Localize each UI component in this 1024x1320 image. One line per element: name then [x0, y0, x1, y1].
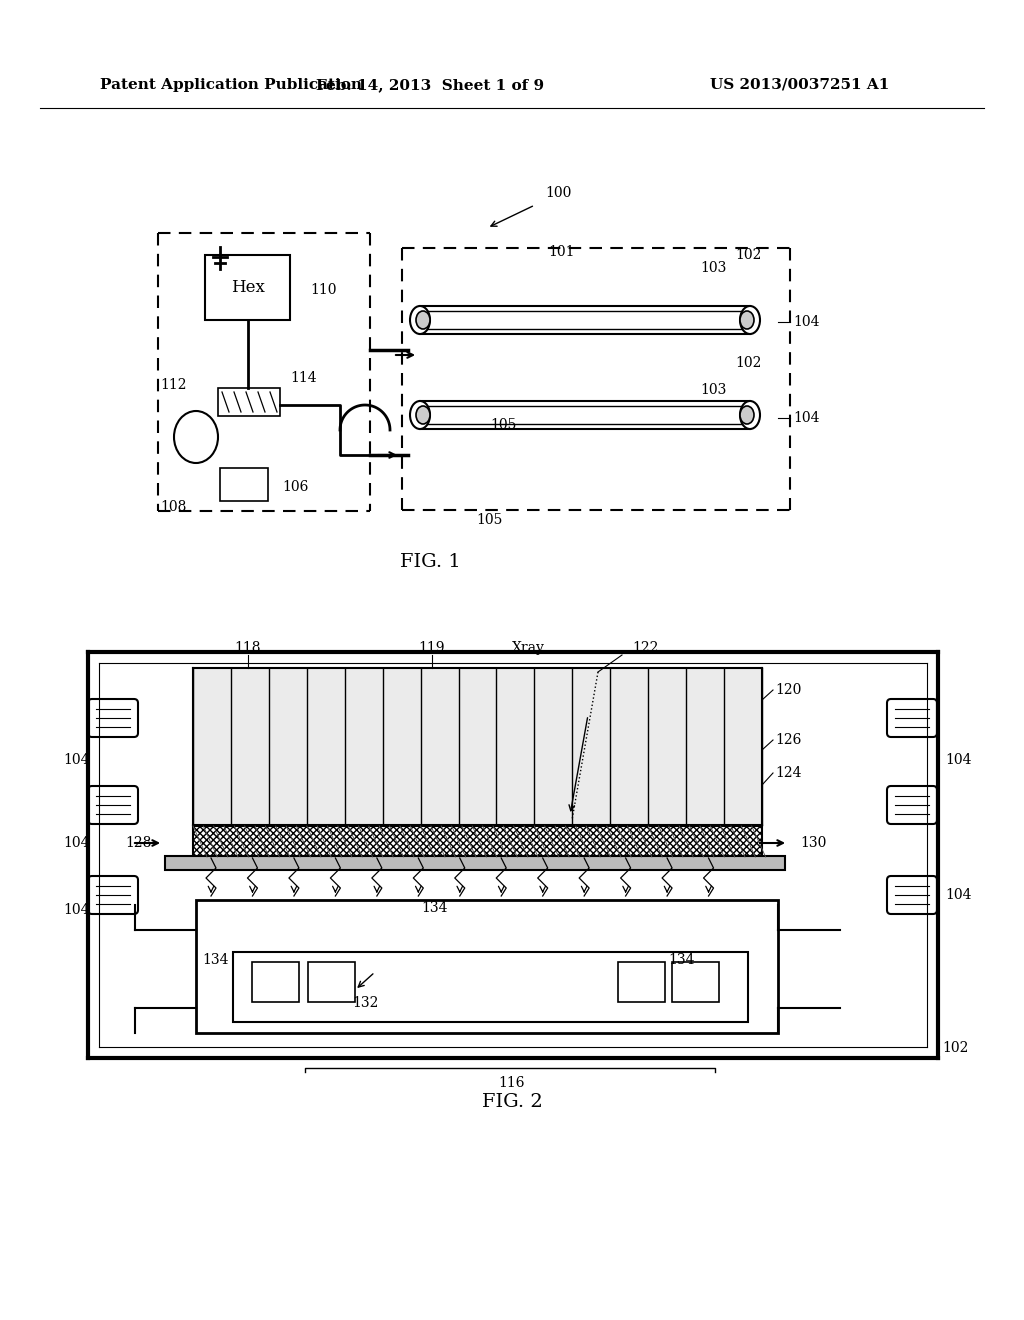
Text: 130: 130 [800, 836, 826, 850]
Text: 105: 105 [477, 513, 503, 527]
Text: 134: 134 [668, 953, 694, 968]
FancyBboxPatch shape [887, 700, 937, 737]
Text: 102: 102 [942, 1041, 969, 1055]
FancyBboxPatch shape [887, 785, 937, 824]
Text: 100: 100 [545, 186, 571, 201]
Text: 112: 112 [160, 378, 186, 392]
Text: 134: 134 [422, 902, 449, 915]
Text: 134: 134 [202, 953, 228, 968]
Text: 104: 104 [63, 836, 89, 850]
Text: 108: 108 [160, 500, 186, 513]
Bar [218, 388, 280, 416]
Text: 104: 104 [793, 411, 819, 425]
Bar [252, 962, 299, 1002]
Ellipse shape [416, 312, 430, 329]
Bar [165, 855, 785, 870]
Text: 106: 106 [282, 480, 308, 494]
FancyBboxPatch shape [88, 876, 138, 913]
Bar [308, 962, 355, 1002]
Ellipse shape [740, 407, 754, 424]
FancyBboxPatch shape [88, 785, 138, 824]
Text: 104: 104 [793, 315, 819, 329]
Text: 126: 126 [775, 733, 802, 747]
Text: 102: 102 [735, 356, 762, 370]
Text: Hex: Hex [230, 279, 264, 296]
Bar [220, 469, 268, 502]
Bar [193, 826, 762, 857]
Ellipse shape [416, 407, 430, 424]
Text: US 2013/0037251 A1: US 2013/0037251 A1 [711, 78, 890, 92]
Text: 103: 103 [700, 261, 726, 275]
Text: 104: 104 [63, 903, 89, 917]
FancyBboxPatch shape [887, 876, 937, 913]
Bar [618, 962, 665, 1002]
Text: 118: 118 [234, 642, 261, 655]
Text: Patent Application Publication: Patent Application Publication [100, 78, 362, 92]
Text: Xray: Xray [512, 642, 545, 655]
Text: FIG. 1: FIG. 1 [399, 553, 461, 572]
Text: 124: 124 [775, 766, 802, 780]
Ellipse shape [410, 306, 430, 334]
Text: 102: 102 [735, 248, 762, 261]
Ellipse shape [740, 312, 754, 329]
Bar [205, 255, 290, 319]
Text: 101: 101 [548, 246, 574, 259]
Text: FIG. 2: FIG. 2 [481, 1093, 543, 1111]
Text: 104: 104 [945, 888, 972, 902]
Ellipse shape [410, 401, 430, 429]
Text: Feb. 14, 2013  Sheet 1 of 9: Feb. 14, 2013 Sheet 1 of 9 [316, 78, 544, 92]
Text: 105: 105 [490, 418, 516, 432]
Text: 116: 116 [499, 1076, 525, 1090]
Text: 104: 104 [945, 752, 972, 767]
Ellipse shape [740, 401, 760, 429]
Text: 119: 119 [419, 642, 445, 655]
Bar [672, 962, 719, 1002]
Text: 110: 110 [310, 282, 337, 297]
Bar [193, 668, 762, 825]
Text: 114: 114 [290, 371, 316, 385]
Bar [233, 952, 748, 1022]
Text: 122: 122 [632, 642, 658, 655]
Text: 104: 104 [63, 752, 89, 767]
Ellipse shape [740, 306, 760, 334]
Ellipse shape [174, 411, 218, 463]
Text: 103: 103 [700, 383, 726, 397]
Text: 128: 128 [126, 836, 152, 850]
Text: 120: 120 [775, 682, 802, 697]
Text: 132: 132 [352, 997, 379, 1010]
FancyBboxPatch shape [88, 700, 138, 737]
Bar [196, 900, 778, 1034]
